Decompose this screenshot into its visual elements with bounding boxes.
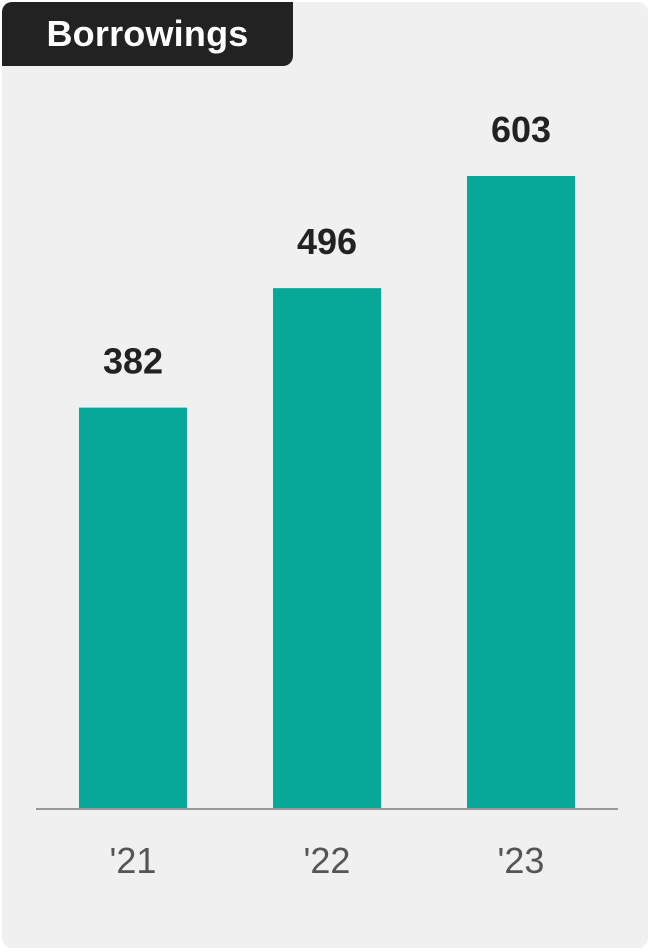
x-tick-label: '21 <box>110 840 157 881</box>
x-tick-label: '22 <box>304 840 351 881</box>
bar-21 <box>79 407 187 808</box>
data-label: 603 <box>491 109 551 150</box>
bar-22 <box>273 288 381 808</box>
bar-23 <box>467 176 575 808</box>
chart-title: Borrowings <box>46 13 249 54</box>
data-label: 382 <box>103 341 163 382</box>
x-tick-label: '23 <box>498 840 545 881</box>
data-label: 496 <box>297 221 357 262</box>
chart-title-tab: Borrowings <box>2 2 293 66</box>
